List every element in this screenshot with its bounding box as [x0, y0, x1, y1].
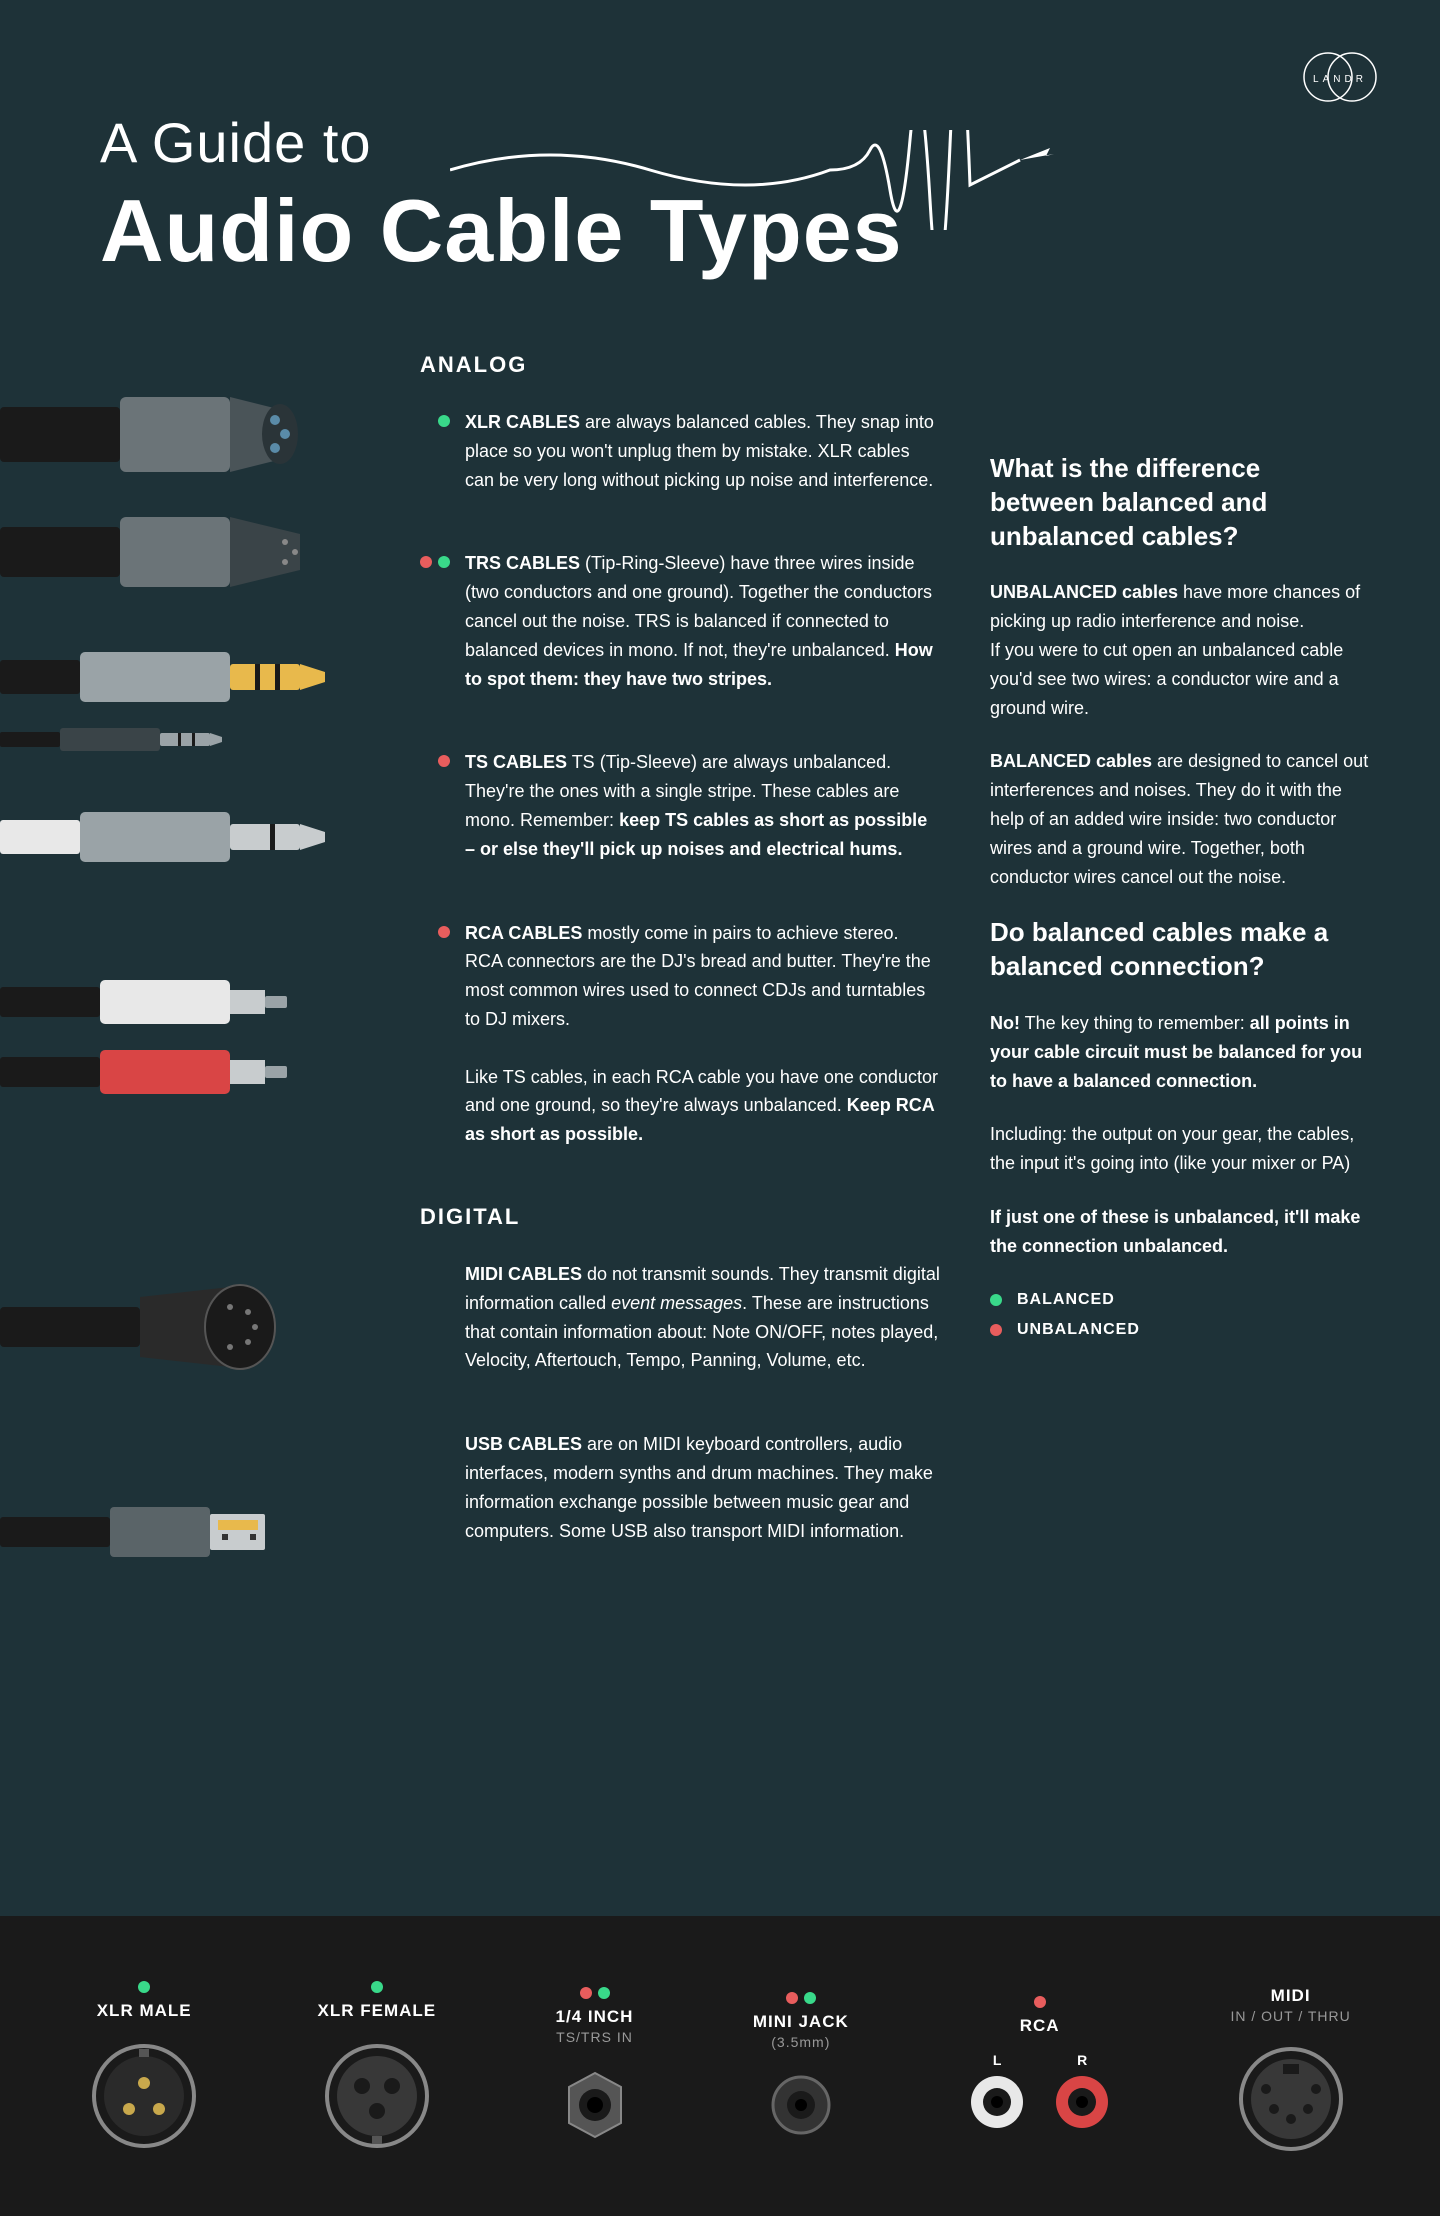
- svg-text:LANDR: LANDR: [1313, 74, 1367, 85]
- unbalanced-dot: [990, 1324, 1002, 1336]
- legend-unbalanced-label: UNBALANCED: [1017, 1321, 1140, 1339]
- port-quarter-inch: 1/4 INCH TS/TRS IN: [555, 1987, 635, 2145]
- sidebar-info: What is the difference between balanced …: [990, 352, 1370, 1600]
- connector-illustrations: [0, 352, 370, 1600]
- xlr-entry: XLR CABLES are always balanced cables. T…: [420, 408, 940, 494]
- side-heading-1: What is the difference between balanced …: [990, 452, 1370, 553]
- balanced-dot: [438, 556, 450, 568]
- unbalanced-dot: [438, 926, 450, 938]
- port-mini-jack: MINI JACK (3.5mm): [753, 1992, 849, 2140]
- ports-footer: XLR MALE XLR FEMALE 1/4 INCH TS/TRS IN M…: [0, 1916, 1440, 2216]
- ts-entry: TS CABLES TS (Tip-Sleeve) are always unb…: [420, 748, 940, 863]
- decorative-wave: [450, 130, 1100, 230]
- balanced-dot: [990, 1294, 1002, 1306]
- side-heading-2: Do balanced cables make a balanced conne…: [990, 916, 1370, 984]
- usb-entry: USB CABLES are on MIDI keyboard controll…: [465, 1430, 940, 1545]
- analog-section-title: ANALOG: [420, 352, 940, 378]
- unbalanced-dot: [438, 755, 450, 767]
- port-xlr-male: XLR MALE: [89, 1981, 199, 2151]
- unbalanced-dot: [420, 556, 432, 568]
- port-midi: MIDI IN / OUT / THRU: [1230, 1978, 1350, 2154]
- midi-entry: MIDI CABLES do not transmit sounds. They…: [465, 1260, 940, 1375]
- legend: BALANCED UNBALANCED: [990, 1291, 1370, 1339]
- balanced-dot: [438, 415, 450, 427]
- port-rca: RCA L R: [967, 1996, 1112, 2137]
- port-xlr-female: XLR FEMALE: [318, 1981, 437, 2151]
- trs-entry: TRS CABLES (Tip-Ring-Sleeve) have three …: [420, 549, 940, 693]
- digital-section-title: DIGITAL: [420, 1204, 940, 1230]
- brand-logo: LANDR: [1300, 50, 1380, 110]
- legend-balanced-label: BALANCED: [1017, 1291, 1115, 1309]
- rca-entry: RCA CABLES mostly come in pairs to achie…: [420, 919, 940, 1149]
